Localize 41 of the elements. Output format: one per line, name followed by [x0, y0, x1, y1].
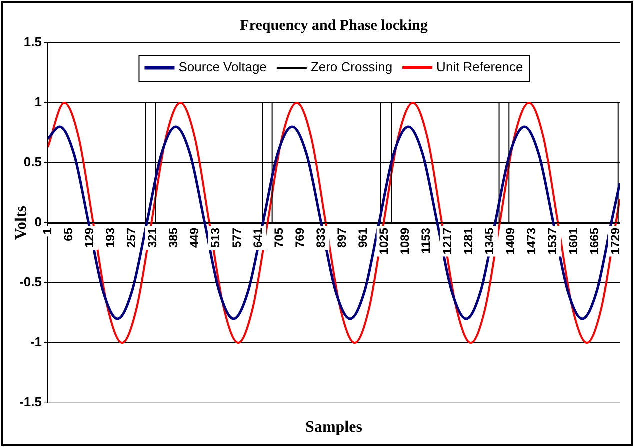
x-tick-label: 1729 — [608, 228, 623, 255]
y-axis-title: Volts — [13, 206, 30, 240]
x-tick-label: 641 — [250, 228, 265, 248]
x-tick-label: 577 — [230, 228, 244, 248]
x-tick-label: 65 — [61, 228, 76, 242]
x-tick-label: 193 — [103, 228, 118, 248]
x-tick-label: 1217 — [440, 228, 454, 255]
x-tick-label: 897 — [335, 228, 350, 248]
x-tick-label: 1665 — [588, 228, 602, 255]
y-tick-label: -0.5 — [20, 274, 42, 290]
x-tick-label: 1345 — [482, 228, 496, 255]
x-tick-label: 449 — [188, 228, 202, 248]
y-tick-label: 0 — [34, 214, 42, 230]
y-tick-label: 0.5 — [24, 154, 42, 170]
x-tick-label: 129 — [82, 228, 96, 248]
x-axis-title: Samples — [306, 419, 362, 436]
legend-label: Unit Reference — [436, 60, 524, 75]
x-tick-label: 833 — [314, 228, 328, 248]
x-tick-label: 1281 — [461, 228, 476, 255]
y-tick-label: 1 — [34, 94, 42, 110]
x-tick-label: 1 — [40, 228, 54, 235]
x-tick-label: 321 — [146, 228, 160, 248]
x-tick-label: 705 — [272, 228, 286, 248]
x-tick-label: 961 — [356, 228, 370, 248]
x-tick-label: 513 — [208, 228, 223, 248]
chart-title: Frequency and Phase locking — [240, 18, 428, 34]
x-tick-label: 769 — [292, 228, 307, 248]
legend-label: Zero Crossing — [310, 60, 393, 75]
x-tick-label: 1153 — [419, 228, 434, 254]
x-tick-label: 1601 — [566, 228, 581, 255]
y-tick-label: -1.5 — [20, 394, 42, 410]
x-tick-label: 1409 — [503, 228, 518, 255]
y-tick-label: 1.5 — [24, 34, 42, 50]
y-tick-label: -1 — [30, 334, 42, 350]
x-tick-label: 385 — [166, 228, 181, 248]
x-tick-label: 257 — [124, 228, 139, 248]
x-tick-label: 1025 — [377, 228, 392, 255]
x-tick-label: 1537 — [546, 228, 560, 255]
x-tick-label: 1089 — [398, 228, 412, 255]
x-tick-label: 1473 — [524, 228, 538, 255]
legend-label: Source Voltage — [178, 60, 267, 75]
